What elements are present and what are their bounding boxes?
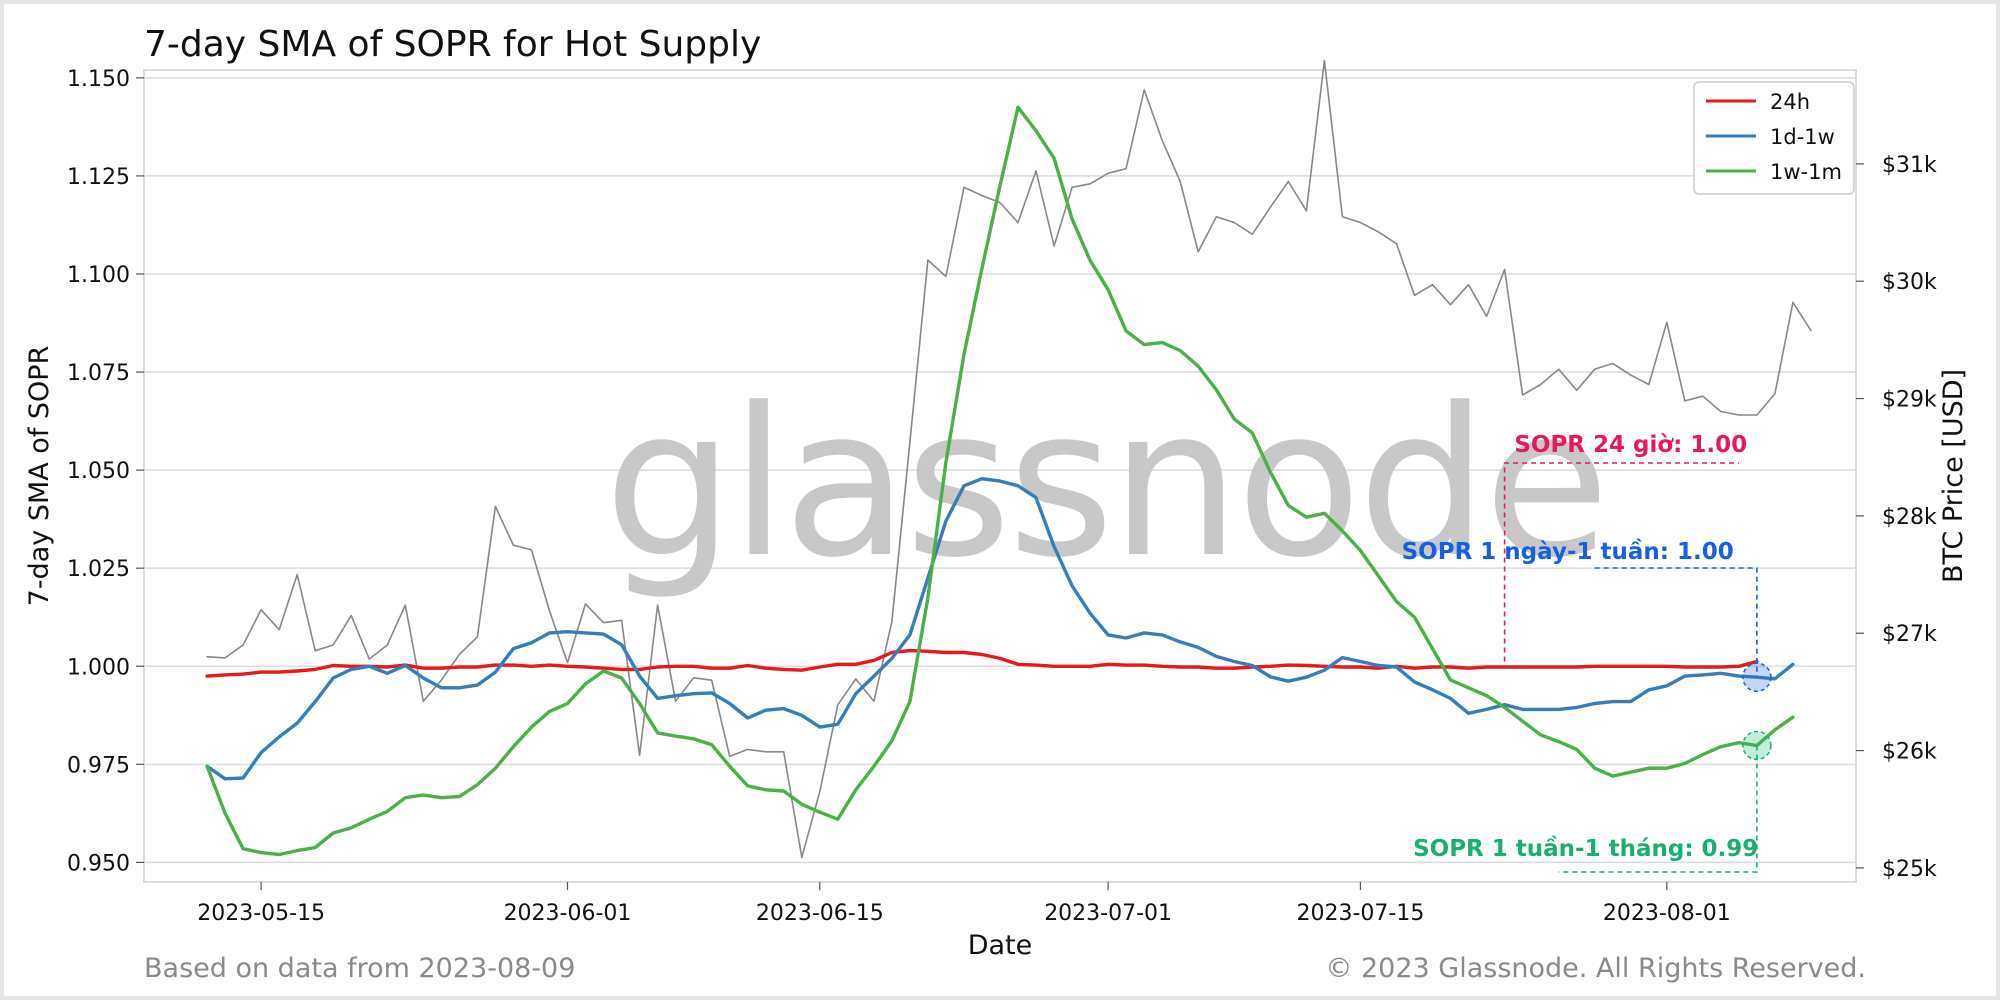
series-lines (205, 59, 1812, 859)
annotation-leader-24h (1503, 462, 1739, 662)
legend-box (1693, 81, 1855, 195)
x-tick-label: 2023-06-01 (504, 901, 632, 926)
y2-axis-label: BTC Price [USD] (1938, 369, 1969, 583)
series-line-1w-1m (205, 105, 1795, 857)
legend-label-1d-1w: 1d-1w (1770, 125, 1835, 149)
annotation-marker-1d-1w (1742, 662, 1772, 692)
annotation-label-1w-1m: SOPR 1 tuần-1 tháng: 0.99 (1413, 835, 1758, 862)
y-tick-label: 0.950 (67, 851, 130, 876)
y-tick-label: 1.025 (67, 557, 130, 582)
x-axis-label: Date (968, 930, 1033, 961)
legend: 24h 1d-1w 1w-1m (1693, 81, 1855, 195)
sopr-chart: 7-day SMA of SOPR for Hot Supply glassno… (24, 24, 1969, 984)
x-tick-label: 2023-07-01 (1044, 901, 1172, 926)
series-line-btc-price (206, 59, 1812, 859)
x-axis-ticks: 2023-05-15 2023-06-01 2023-06-15 2023-07-01… (197, 882, 1731, 926)
y2-tick-label: $29k (1882, 388, 1937, 413)
annotation-label-24h: SOPR 24 giờ: 1.00 (1514, 432, 1747, 458)
chart-title: 7-day SMA of SOPR for Hot Supply (144, 24, 761, 65)
legend-label-1w-1m: 1w-1m (1770, 160, 1842, 184)
x-tick-label: 2023-08-01 (1603, 901, 1731, 926)
y2-tick-label: $26k (1882, 740, 1937, 765)
y-tick-label: 0.975 (67, 753, 130, 778)
series-line-24h (205, 648, 1759, 678)
y-axis-label: 7-day SMA of SOPR (24, 346, 55, 607)
y-tick-label: 1.125 (67, 165, 130, 190)
y2-tick-label: $31k (1882, 153, 1937, 178)
annotation-marker-1w-1m (1742, 730, 1772, 761)
y2-axis-ticks: $31k $30k $29k $28k $27k $26k $25k (1856, 153, 1937, 882)
y-tick-label: 1.000 (67, 655, 130, 680)
annotations: SOPR 24 giờ: 1.00 SOPR 1 ngày-1 tuần: 1.0… (1402, 432, 1772, 873)
y2-tick-label: $28k (1882, 505, 1937, 530)
y-tick-label: 1.050 (67, 459, 130, 484)
series-line-1d-1w (205, 477, 1795, 781)
y-tick-label: 1.150 (67, 67, 130, 92)
annotation-leader-1w-1m (1558, 745, 1758, 873)
y-axis-ticks: 1.150 1.125 1.100 1.075 1.050 1.025 1.000 0.975… (67, 67, 144, 876)
watermark: glassnode (604, 365, 1606, 603)
y-tick-label: 1.075 (67, 361, 130, 386)
annotation-leader-1d-1w (1594, 567, 1758, 678)
footer-copyright: © 2023 Glassnode. All Rights Reserved. (1325, 953, 1866, 984)
footer-data-note: Based on data from 2023-08-09 (144, 953, 575, 984)
annotation-label-1d-1w: SOPR 1 ngày-1 tuần: 1.00 (1402, 538, 1734, 565)
x-tick-label: 2023-07-15 (1296, 901, 1424, 926)
x-tick-label: 2023-06-15 (756, 901, 884, 926)
chart-frame: 7-day SMA of SOPR for Hot Supply glassno… (4, 4, 1996, 996)
y2-tick-label: $30k (1882, 270, 1937, 295)
y-tick-label: 1.100 (67, 263, 130, 288)
x-tick-label: 2023-05-15 (197, 901, 325, 926)
legend-label-24h: 24h (1770, 90, 1810, 114)
y2-tick-label: $27k (1882, 622, 1937, 647)
y2-tick-label: $25k (1882, 857, 1937, 882)
